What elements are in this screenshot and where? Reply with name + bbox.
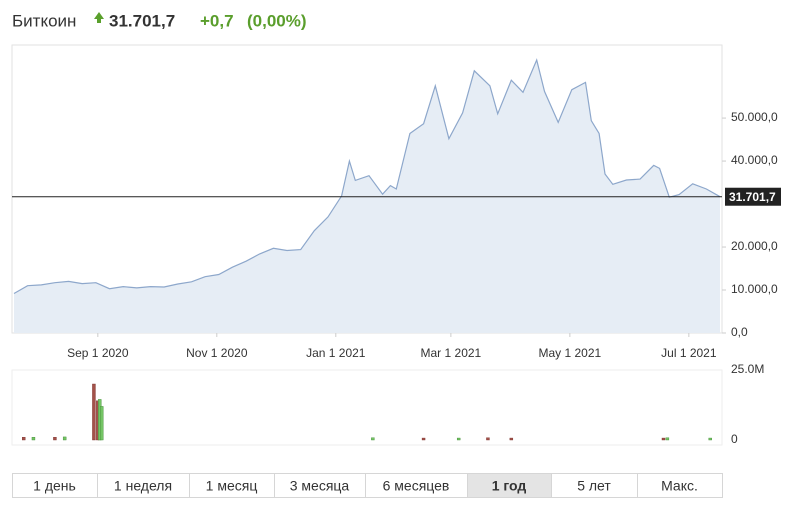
range-button-bg [365,473,468,498]
range-button-label: 3 месяца [290,478,350,494]
price-line [13,58,721,295]
range-button-label: 1 день [33,478,76,494]
volume-bar [708,437,712,441]
range-button-label: 1 неделя [114,478,172,494]
y-tick-label: 50.000,0 [731,110,778,124]
range-button-bg [551,473,638,498]
y-tick-label: 20.000,0 [731,239,778,253]
y-tick-label: 40.000,0 [731,153,778,167]
volume-frame [11,369,723,446]
range-button-label: 5 лет [577,478,611,494]
range-button[interactable]: 1 день [12,473,98,498]
range-button-bg [189,473,275,498]
volume-bar [486,437,490,441]
range-button-label: 6 месяцев [383,478,450,494]
x-tick-label: Jul 1 2021 [661,346,717,360]
volume-tick-label: 0 [731,432,738,446]
change: +0,7 [200,11,234,30]
volume-bar [661,437,666,441]
up-arrow [94,12,104,23]
volume-bar [100,406,104,441]
change-pct: (0,00%) [247,11,307,30]
volume-bar [53,437,57,441]
volume-bar [665,437,670,441]
volume-tick-label: 25.0M [731,362,764,376]
x-tick-label: Nov 1 2020 [186,346,248,360]
volume-bar [31,437,36,441]
range-button-label: 1 год [492,478,527,494]
range-button-label: Макс. [661,478,698,494]
y-tick-label: 0,0 [731,325,748,339]
range-button-bg [467,473,552,498]
volume-bar [371,437,375,441]
range-button[interactable]: 1 месяц [189,473,275,498]
volume-bar [509,437,514,441]
x-tick-label: Jan 1 2021 [306,346,366,360]
y-tick-label: 10.000,0 [731,282,778,296]
last-price-tag-label: 31.701,7 [729,190,776,204]
x-tick-label: Mar 1 2021 [421,346,482,360]
range-button-label: 1 месяц [206,478,258,494]
volume-bar [456,437,461,441]
range-button[interactable]: 1 неделя [97,473,190,498]
range-button[interactable]: 5 лет [551,473,638,498]
range-button-bg [637,473,723,498]
range-button[interactable]: 1 год [467,473,552,498]
volume-bar [62,436,67,441]
last-price: 31.701,7 [109,11,175,30]
volume-bar [421,437,426,441]
x-tick-label: May 1 2021 [538,346,601,360]
range-button-bg [97,473,190,498]
range-button-bg [12,473,98,498]
range-button[interactable]: 6 месяцев [365,473,468,498]
range-button[interactable]: Макс. [637,473,723,498]
x-tick-label: Sep 1 2020 [67,346,129,360]
chart-title: Биткоин [12,11,76,30]
range-button-bg [274,473,366,498]
last-price-tag [725,187,781,206]
range-button[interactable]: 3 месяца [274,473,366,498]
volume-bar [92,383,96,441]
volume-bar [22,437,26,441]
